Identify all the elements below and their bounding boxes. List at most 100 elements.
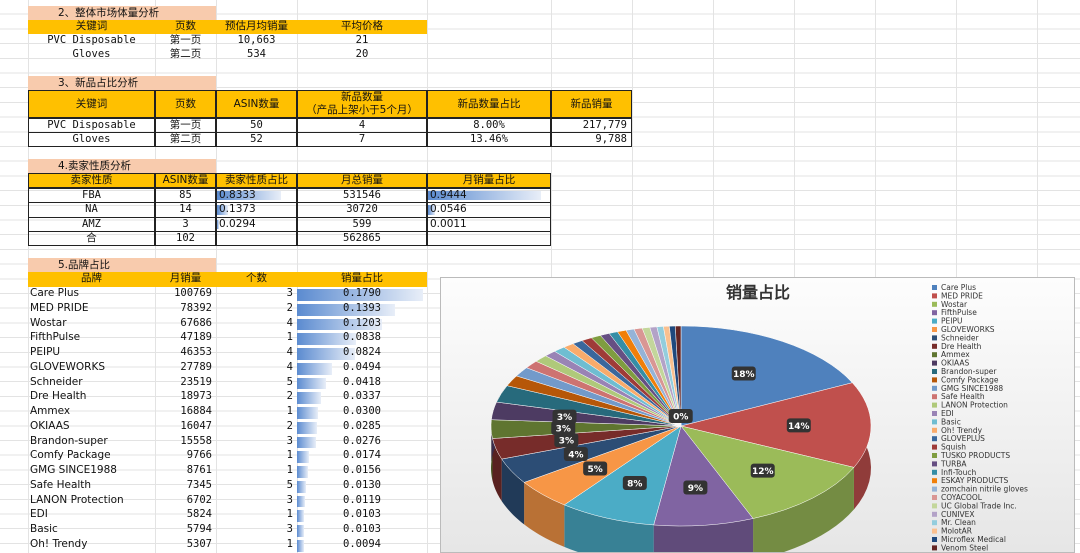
legend-label: Schneider bbox=[941, 333, 979, 342]
header-cell: 平均价格 bbox=[297, 20, 427, 34]
legend-swatch bbox=[932, 461, 937, 467]
table-cell: 第一页 bbox=[155, 118, 216, 133]
table-cell: FBA bbox=[28, 188, 155, 204]
cell-text: EDI bbox=[30, 508, 48, 521]
legend-label: MolotAR bbox=[941, 527, 972, 536]
cell-text: 534 bbox=[247, 48, 266, 60]
cell-text: 0.1393 bbox=[343, 301, 381, 314]
cell-text: 0.0494 bbox=[343, 360, 381, 373]
label-bg bbox=[622, 476, 647, 491]
table-cell: 0.0300 bbox=[297, 405, 427, 421]
data-bar bbox=[297, 362, 332, 375]
table-cell: 5 bbox=[216, 479, 297, 495]
legend-swatch bbox=[932, 486, 937, 492]
table-cell: 合 bbox=[28, 230, 155, 247]
legend-label: Oh! Trendy bbox=[941, 426, 983, 435]
table-cell: 9,788 bbox=[551, 132, 632, 147]
cell-text: 第一页 bbox=[169, 119, 202, 131]
slice-label: 5% bbox=[588, 465, 603, 475]
table-cell: Gloves bbox=[28, 132, 155, 147]
table-cell: 599 bbox=[297, 216, 427, 232]
table-cell: 46353 bbox=[155, 346, 216, 362]
cell-text: 3 bbox=[286, 287, 293, 299]
cell-text: 30720 bbox=[346, 203, 378, 216]
label-bg bbox=[554, 433, 579, 448]
table-cell: 8.00% bbox=[427, 118, 551, 133]
table-cell: 1 bbox=[216, 538, 297, 553]
grid-column bbox=[875, 0, 876, 553]
legend-label: Safe Health bbox=[941, 392, 985, 401]
cell-text: LANON Protection bbox=[30, 493, 124, 506]
legend-label: COYACOOL bbox=[941, 493, 983, 502]
pie-slice bbox=[675, 325, 682, 427]
cell-text: 4 bbox=[286, 316, 293, 329]
cell-text: 8761 bbox=[186, 464, 212, 476]
table-cell: 4 bbox=[216, 317, 297, 333]
legend-swatch bbox=[932, 301, 937, 307]
table-cell: 50 bbox=[216, 118, 297, 133]
section-title: 3、新品占比分析 bbox=[28, 76, 216, 90]
legend-swatch bbox=[932, 436, 937, 442]
section-title: 4.卖家性质分析 bbox=[28, 159, 216, 173]
cell-text: 85 bbox=[179, 189, 192, 201]
data-bar bbox=[297, 436, 317, 449]
cell-text: 0.0294 bbox=[219, 217, 256, 230]
grid-column bbox=[713, 0, 714, 553]
cell-text: 0.0130 bbox=[343, 478, 381, 491]
cell-text: Safe Health bbox=[30, 478, 92, 491]
cell-text: 562865 bbox=[343, 231, 381, 244]
header-cell: 关键词 bbox=[28, 90, 155, 118]
cell-text: 6702 bbox=[186, 493, 212, 506]
table-cell: 0.0103 bbox=[297, 523, 427, 539]
table-cell: 1 bbox=[216, 405, 297, 421]
cell-text: 67686 bbox=[180, 316, 212, 329]
table-cell: 16047 bbox=[155, 420, 216, 436]
slice-label: 3% bbox=[556, 424, 571, 434]
table-cell: 85 bbox=[155, 188, 216, 204]
legend-label: EDI bbox=[941, 409, 954, 418]
cell-text: GLOVEWORKS bbox=[30, 360, 106, 373]
cell-text: 20 bbox=[355, 48, 369, 60]
cell-text: 4 bbox=[286, 346, 293, 358]
cell-text: 第二页 bbox=[169, 48, 202, 60]
table-cell: PEIPU bbox=[28, 346, 155, 362]
cell-text: Basic bbox=[30, 523, 58, 535]
data-bar bbox=[217, 205, 228, 215]
table-cell: 0.0276 bbox=[297, 435, 427, 451]
table-cell: 1 bbox=[216, 508, 297, 524]
table-cell: 21 bbox=[297, 34, 427, 49]
cell-text: 5794 bbox=[186, 523, 212, 535]
cell-text: 5307 bbox=[186, 537, 212, 550]
grid-column bbox=[551, 0, 552, 553]
table-cell: 3 bbox=[216, 287, 297, 303]
legend-label: Microflex Medical bbox=[941, 535, 1006, 544]
section-title: 5.品牌占比 bbox=[28, 258, 216, 272]
cell-text: OKIAAS bbox=[30, 419, 70, 432]
cell-text: 0.0546 bbox=[430, 203, 467, 216]
cell-text: Comfy Package bbox=[30, 449, 111, 462]
data-bar bbox=[297, 525, 305, 537]
table-cell: 4 bbox=[216, 346, 297, 362]
slice-label: 8% bbox=[627, 480, 642, 490]
table-cell: Ammex bbox=[28, 405, 155, 421]
table-cell: 0.9444 bbox=[427, 188, 551, 204]
table-cell: 2 bbox=[216, 390, 297, 406]
legend-label: TURBA bbox=[940, 459, 967, 468]
legend-label: CUNIVEX bbox=[941, 510, 975, 519]
legend-label: LANON Protection bbox=[941, 401, 1008, 410]
table-cell: NA bbox=[28, 202, 155, 218]
table-cell: 20 bbox=[297, 48, 427, 63]
table-cell: 30720 bbox=[297, 202, 427, 218]
legend-label: GLOVEPLUS bbox=[941, 434, 985, 443]
grid-column bbox=[956, 0, 957, 553]
cell-text: 0.0094 bbox=[343, 537, 381, 550]
cell-text: 14 bbox=[179, 203, 192, 216]
table-cell: AMZ bbox=[28, 216, 155, 232]
header-cell: 页数 bbox=[155, 90, 216, 118]
table-cell: 2 bbox=[216, 302, 297, 318]
table-cell: 8761 bbox=[155, 464, 216, 480]
table-cell: 1 bbox=[216, 464, 297, 480]
label-bg bbox=[786, 418, 811, 433]
